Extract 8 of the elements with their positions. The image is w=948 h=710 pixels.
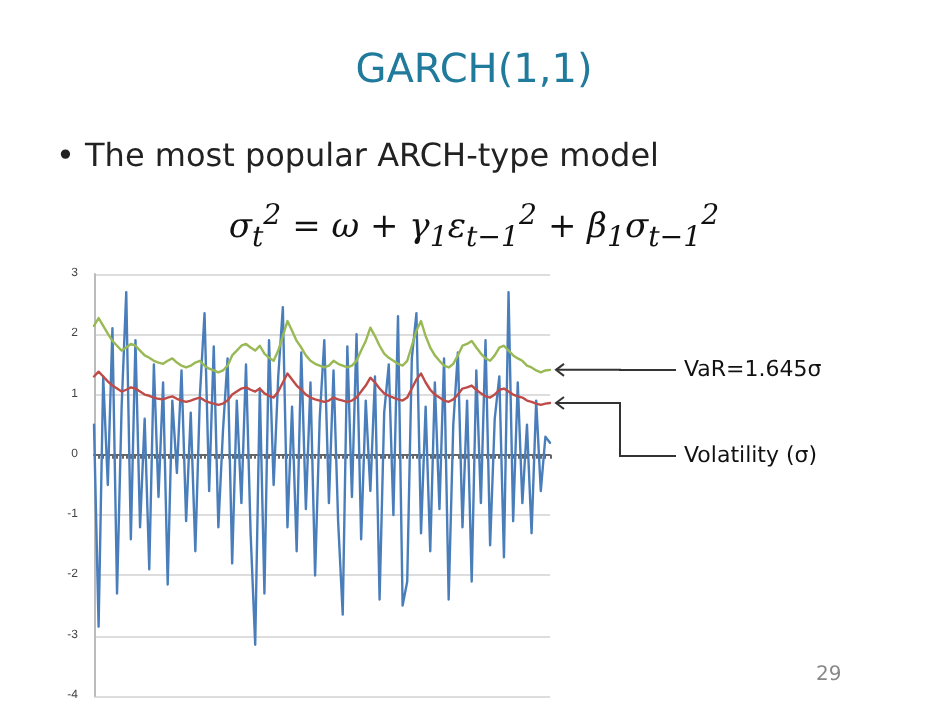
chart-subtitle: • The most popular ARCH-type model: [56, 136, 659, 174]
line-series: [92, 316, 552, 374]
line-series: [92, 370, 552, 407]
text: VaR=1.645σ: [684, 356, 822, 382]
text: 29: [816, 664, 842, 686]
line-series: [92, 290, 552, 646]
text: Volatility (σ): [684, 442, 818, 468]
chart-title: GARCH(1,1): [353, 44, 595, 92]
